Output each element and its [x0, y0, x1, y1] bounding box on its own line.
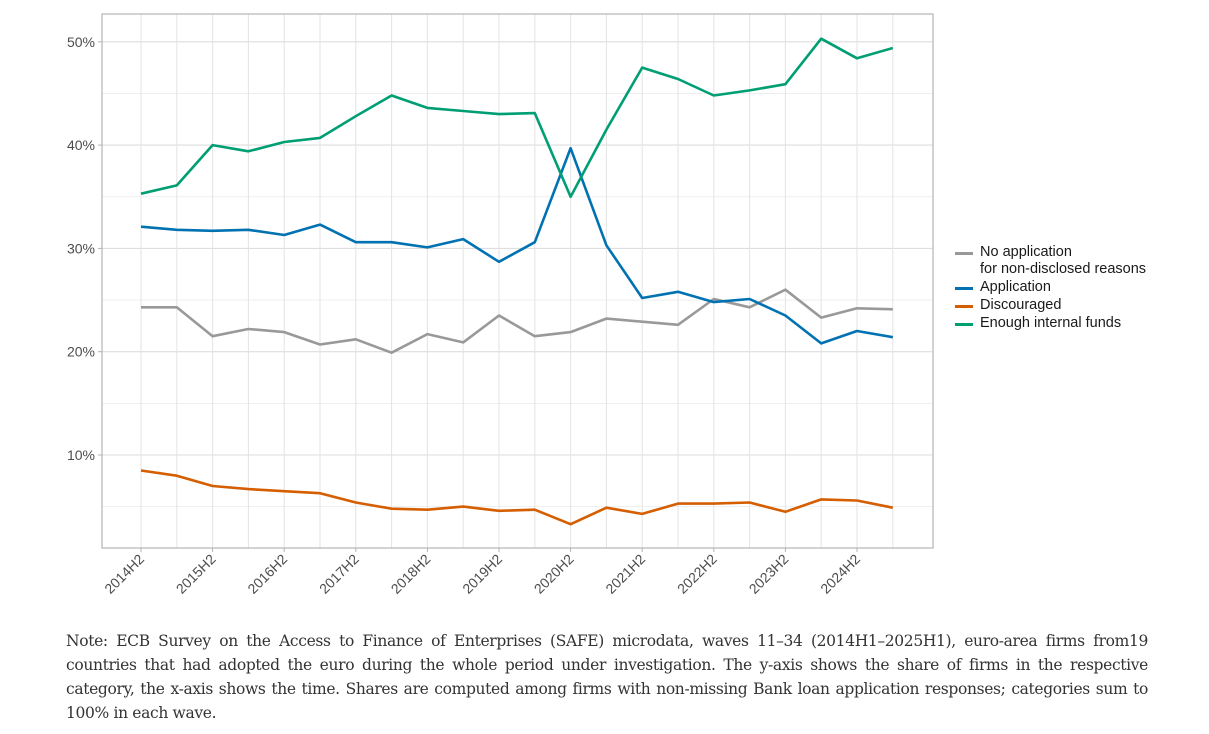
x-tick-label: 2017H2 — [316, 551, 362, 597]
x-tick-label: 2020H2 — [531, 551, 577, 597]
plot-frame — [101, 13, 934, 549]
series-line-discouraged — [140, 469, 894, 526]
legend: No application for non-disclosed reasons… — [955, 244, 1146, 333]
legend-key-application — [955, 287, 973, 290]
x-tick-label: 2022H2 — [674, 551, 720, 597]
y-tick-label: 20% — [67, 344, 95, 360]
x-tick-label: 2021H2 — [602, 551, 648, 597]
x-tick-label: 2023H2 — [746, 551, 792, 597]
series-line-no-application — [141, 288, 893, 355]
grid — [102, 14, 933, 548]
y-tick-label: 10% — [67, 447, 95, 463]
y-tick-label: 30% — [67, 240, 95, 256]
legend-item-enough-internal-funds: Enough internal funds — [955, 315, 1146, 332]
y-axis: 10% 20% 30% 40% 50% — [67, 34, 102, 463]
legend-key-enough-internal-funds — [955, 323, 973, 326]
legend-key-discouraged — [955, 305, 973, 308]
legend-item-application: Application — [955, 279, 1146, 296]
x-tick-label: 2014H2 — [101, 551, 147, 597]
series-line-enough-internal-funds — [140, 37, 894, 199]
x-tick-label: 2016H2 — [244, 551, 290, 597]
figure-note: Note: ECB Survey on the Access to Financ… — [66, 631, 1148, 722]
legend-label: Enough internal funds — [980, 315, 1122, 331]
x-tick-label: 2024H2 — [817, 551, 863, 597]
series-layer — [140, 37, 894, 526]
x-tick-label: 2019H2 — [459, 551, 505, 597]
legend-key-no-application — [955, 252, 973, 255]
legend-label: Discouraged — [980, 297, 1062, 313]
y-tick-label: 50% — [67, 34, 95, 50]
series-line-application — [140, 146, 894, 345]
legend-label: Application — [980, 279, 1051, 295]
x-axis: 2014H2 2015H2 2016H2 2017H2 2018H2 2019H2 2020… — [101, 548, 863, 597]
plot-panel — [102, 14, 933, 548]
line-chart: 10% 20% 30% 40% 50% 2014H2 2015H2 2016H2 2017H2… — [67, 13, 934, 597]
x-tick-label: 2015H2 — [173, 551, 219, 597]
x-tick-label: 2018H2 — [388, 551, 434, 597]
y-tick-label: 40% — [67, 137, 95, 153]
legend-label: No application for non-disclosed reasons — [980, 244, 1147, 277]
legend-item-discouraged: Discouraged — [955, 297, 1146, 314]
legend-item-no-application: No application for non-disclosed reasons — [955, 244, 1146, 278]
